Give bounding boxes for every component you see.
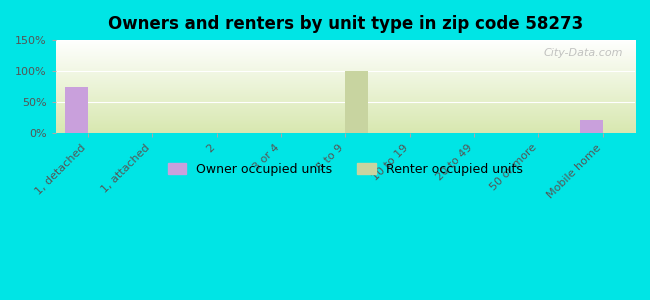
Bar [580,120,603,133]
Bar [345,71,368,133]
Text: City-Data.com: City-Data.com [544,48,623,58]
Bar [65,87,88,133]
Title: Owners and renters by unit type in zip code 58273: Owners and renters by unit type in zip c… [108,15,583,33]
Legend: Owner occupied units, Renter occupied units: Owner occupied units, Renter occupied un… [162,158,528,181]
